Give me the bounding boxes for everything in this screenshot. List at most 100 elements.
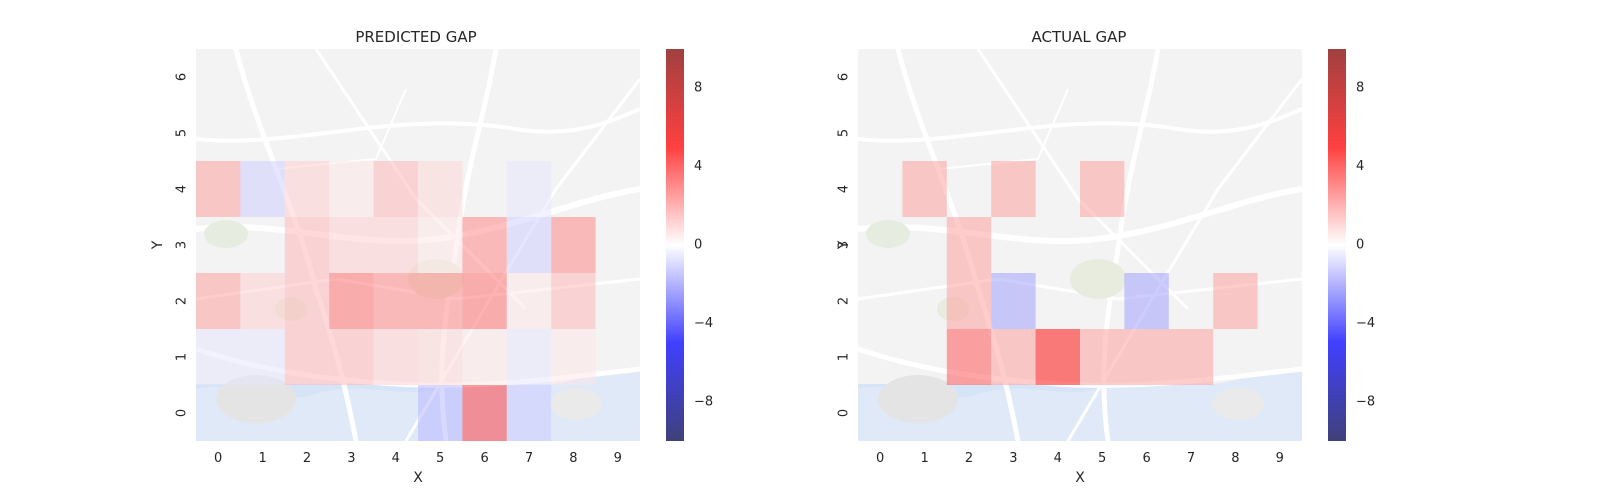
cell-6-1 [462, 329, 507, 385]
cell-5-3 [418, 217, 463, 273]
x-tick-label: 2 [303, 451, 311, 466]
colorbar-tick-label: −4 [694, 316, 713, 331]
cell-7-4 [506, 161, 552, 217]
cell-0-2 [196, 273, 241, 329]
x-axis-label: X [413, 470, 423, 486]
x-tick-label: 8 [569, 451, 577, 466]
chart-title: PREDICTED GAP [355, 28, 476, 46]
y-tick-label: 2 [837, 297, 852, 305]
cell-4-3 [373, 217, 418, 273]
y-tick-label: 5 [837, 129, 852, 137]
colorbar-tick-label: 0 [694, 238, 702, 253]
cell-5-1 [1080, 329, 1125, 385]
x-tick-label: 8 [1231, 451, 1239, 466]
cell-2-2 [946, 273, 992, 329]
cell-5-4 [1080, 161, 1125, 217]
cell-2-1 [946, 329, 992, 385]
cell-8-3 [551, 217, 596, 273]
y-tick-label: 0 [175, 409, 190, 417]
cell-3-1 [329, 329, 374, 385]
colorbar-tick-label: −4 [1356, 316, 1375, 331]
x-tick-label: 4 [1054, 451, 1062, 466]
x-tick-label: 9 [614, 451, 622, 466]
heatmap-area [196, 49, 640, 441]
y-tick-label: 3 [837, 241, 852, 249]
cell-8-2 [1213, 273, 1258, 329]
x-tick-label: 3 [1009, 451, 1017, 466]
x-tick-label: 9 [1276, 451, 1284, 466]
x-tick-label: 5 [436, 451, 444, 466]
colorbar-gradient [666, 49, 684, 441]
x-tick-label: 0 [876, 451, 884, 466]
colorbar-tick-label: 8 [1356, 81, 1364, 96]
x-tick-label: 6 [480, 451, 488, 466]
cell-5-0 [418, 385, 463, 441]
cell-6-2 [462, 273, 507, 329]
y-tick-label: 3 [175, 241, 190, 249]
cell-6-1 [1124, 329, 1169, 385]
colorbar: 8 4 0 −4 −8 [666, 49, 713, 441]
cell-6-0 [462, 385, 507, 441]
y-tick-label: 4 [175, 185, 190, 193]
x-tick-label: 4 [392, 451, 400, 466]
cell-8-2 [551, 273, 596, 329]
cell-3-2 [991, 273, 1036, 329]
cell-3-1 [991, 329, 1036, 385]
cell-8-1 [551, 329, 596, 385]
y-tick-label: 6 [175, 73, 190, 81]
cell-2-3 [946, 217, 992, 273]
cell-4-2 [373, 273, 418, 329]
y-axis-label: Y [150, 240, 166, 250]
cell-7-2 [506, 273, 552, 329]
cell-2-2 [284, 273, 330, 329]
y-axis-label: Y [836, 240, 852, 250]
cell-1-1 [240, 329, 285, 385]
cell-3-2 [329, 273, 374, 329]
cell-7-1 [1168, 329, 1214, 385]
cell-7-1 [506, 329, 552, 385]
cell-1-2 [240, 273, 285, 329]
colorbar: 8 4 0 −4 −8 [1328, 49, 1375, 441]
cell-5-4 [418, 161, 463, 217]
cell-4-4 [373, 161, 418, 217]
x-tick-label: 1 [258, 451, 266, 466]
cell-3-3 [329, 217, 374, 273]
chart-title: ACTUAL GAP [1032, 28, 1127, 46]
colorbar-tick-label: 4 [1356, 159, 1364, 174]
x-tick-label: 3 [347, 451, 355, 466]
cell-7-3 [506, 217, 552, 273]
x-tick-label: 0 [214, 451, 222, 466]
x-tick-label: 7 [525, 451, 533, 466]
x-axis-label: X [1075, 470, 1085, 486]
x-tick-label: 1 [920, 451, 928, 466]
y-tick-labels: 0 1 2 3 4 5 6 [175, 73, 190, 417]
x-tick-label: 7 [1187, 451, 1195, 466]
colorbar-tick-label: 0 [1356, 238, 1364, 253]
cell-4-1 [1035, 329, 1080, 385]
cell-2-1 [284, 329, 330, 385]
cell-3-4 [329, 161, 374, 217]
cell-3-4 [991, 161, 1036, 217]
x-tick-labels: 0 1 2 3 4 5 6 7 8 9 [876, 451, 1284, 466]
colorbar-tick-label: −8 [694, 394, 713, 409]
colorbar-tick-label: −8 [1356, 394, 1375, 409]
colorbar-tick-label: 4 [694, 159, 702, 174]
y-tick-label: 1 [175, 353, 190, 361]
cell-5-1 [418, 329, 463, 385]
cell-2-4 [284, 161, 330, 217]
x-tick-labels: 0 1 2 3 4 5 6 7 8 9 [214, 451, 622, 466]
heatmap-area [858, 49, 1302, 441]
y-tick-label: 0 [837, 409, 852, 417]
predicted-gap-panel: PREDICTED GAP 0 1 2 3 4 5 6 7 8 9 0 1 2 3 4 5 6 X Y 8 4 0… [150, 28, 713, 486]
colorbar-tick-label: 8 [694, 81, 702, 96]
cell-0-4 [196, 161, 241, 217]
heatmap-cells [196, 161, 596, 441]
cell-1-4 [902, 161, 947, 217]
cell-2-3 [284, 217, 330, 273]
actual-gap-panel: ACTUAL GAP 0 1 2 3 4 5 6 7 8 9 0 1 2 3 4 5 6 X Y 8 4 0 −4 −… [836, 28, 1375, 486]
y-tick-label: 1 [837, 353, 852, 361]
y-tick-label: 4 [837, 185, 852, 193]
x-tick-label: 6 [1142, 451, 1150, 466]
y-tick-labels: 0 1 2 3 4 5 6 [837, 73, 852, 417]
colorbar-gradient [1328, 49, 1346, 441]
